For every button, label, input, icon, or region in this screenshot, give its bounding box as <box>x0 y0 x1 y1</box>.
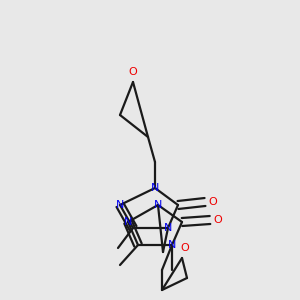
Text: O: O <box>214 215 222 225</box>
Text: N: N <box>154 200 162 210</box>
Text: O: O <box>181 243 189 253</box>
Text: O: O <box>129 67 137 77</box>
Text: N: N <box>116 200 124 210</box>
Text: N: N <box>151 183 159 193</box>
Text: N: N <box>164 223 172 233</box>
Text: N: N <box>168 240 176 250</box>
Text: N: N <box>124 217 132 227</box>
Text: O: O <box>208 197 217 207</box>
